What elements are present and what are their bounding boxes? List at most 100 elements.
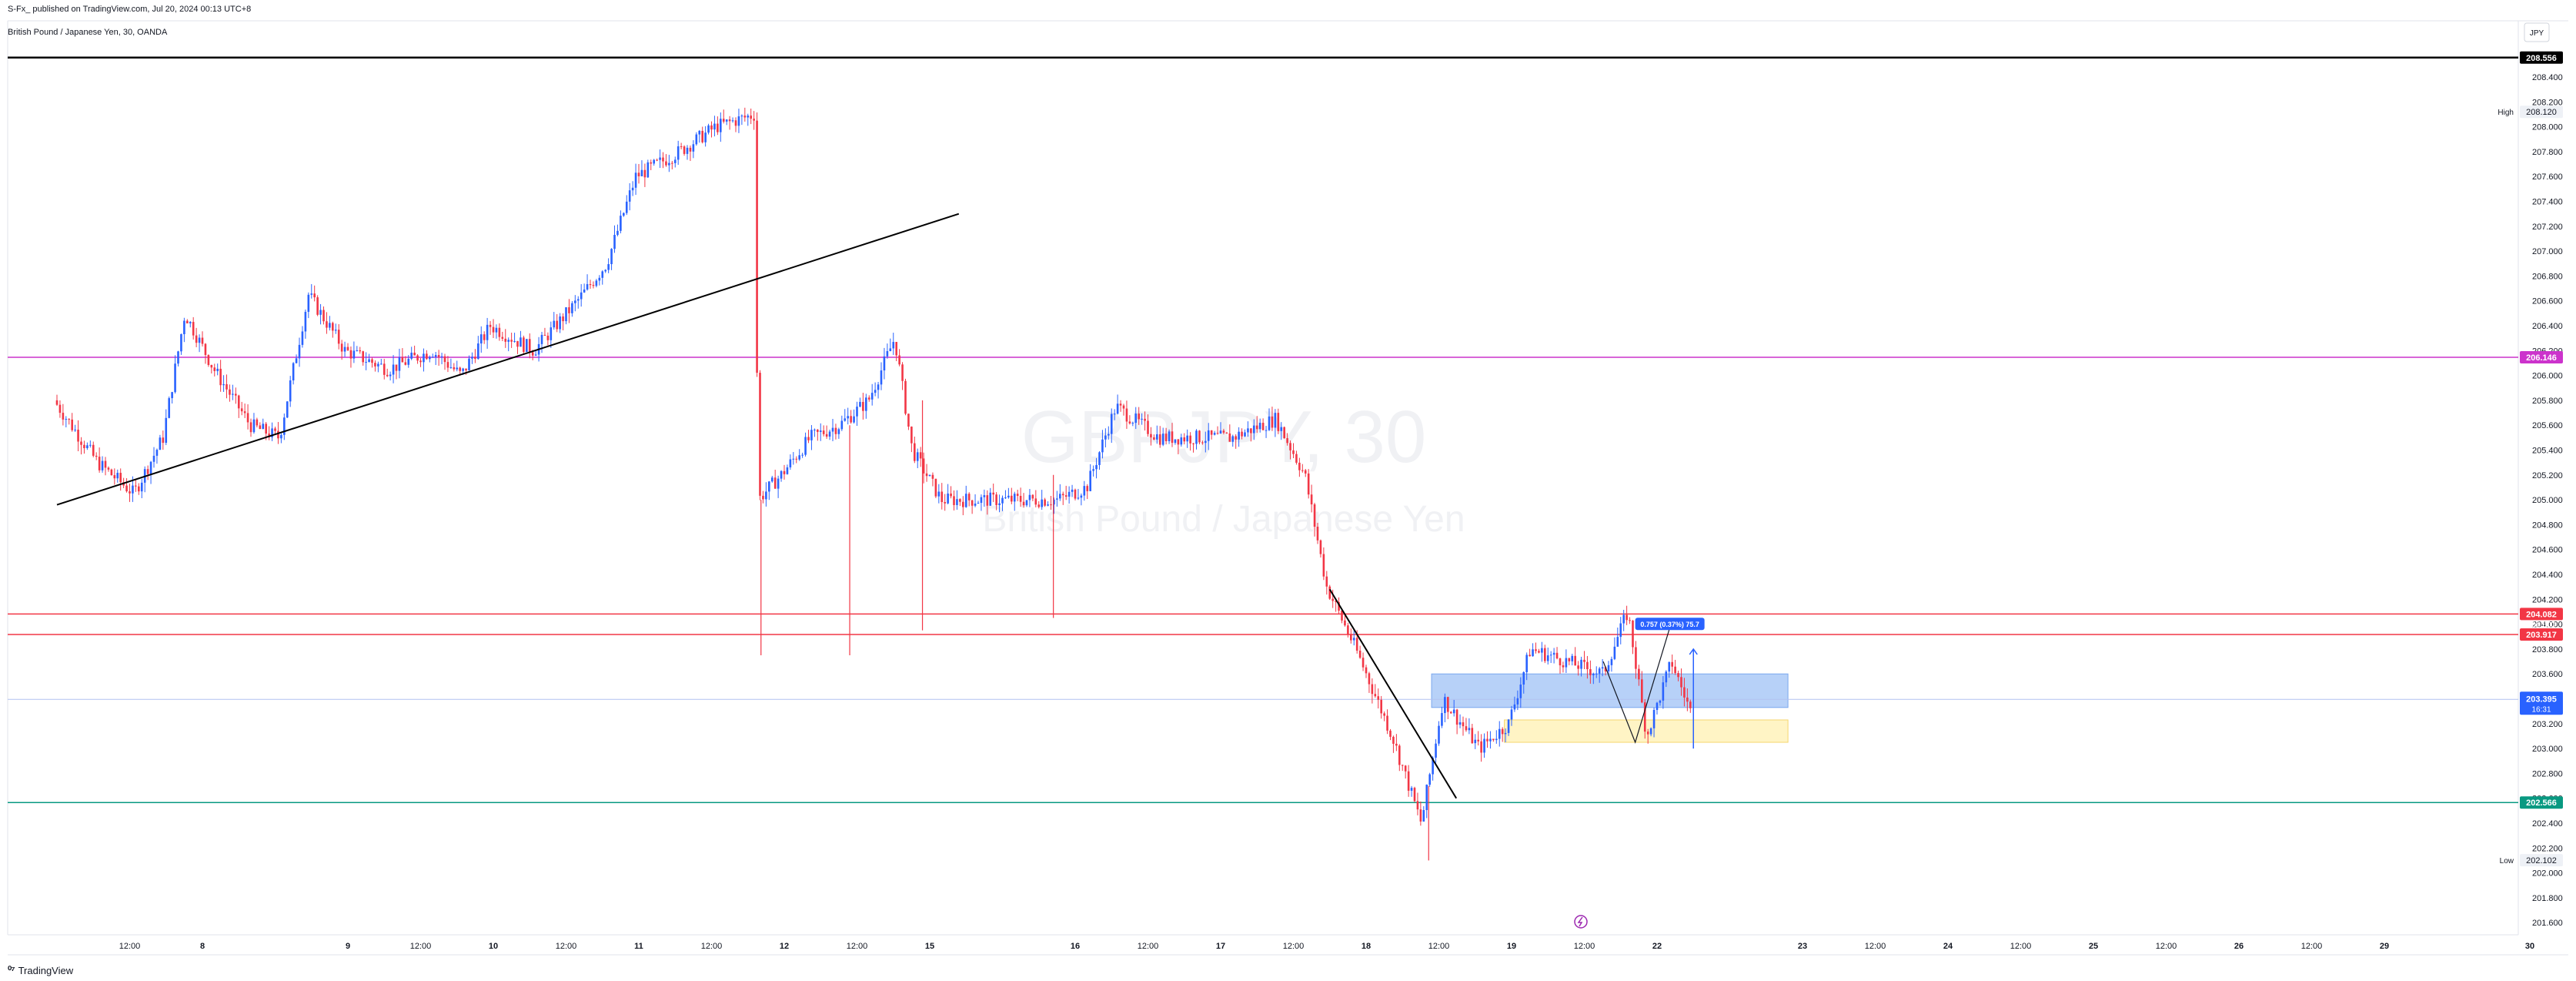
candle-body xyxy=(1328,586,1331,599)
candle xyxy=(1544,645,1546,664)
candle xyxy=(1477,731,1479,746)
candle xyxy=(553,312,556,330)
candle-body xyxy=(337,330,340,344)
candle xyxy=(589,280,592,289)
candle-body xyxy=(249,422,252,433)
candle-body xyxy=(1298,462,1301,470)
candle xyxy=(92,441,95,457)
candle-body xyxy=(329,323,331,328)
candle-body xyxy=(365,362,367,363)
candle-body xyxy=(1104,435,1107,440)
x-tick-label: 18 xyxy=(1362,942,1371,951)
candle xyxy=(1689,699,1692,713)
candle-body xyxy=(786,467,789,474)
candle xyxy=(1686,688,1689,711)
candle-body xyxy=(1028,494,1031,501)
candle-body xyxy=(110,469,113,476)
candle-body xyxy=(867,397,870,400)
candle xyxy=(1244,429,1246,437)
trendline-0[interactable] xyxy=(56,213,960,506)
candle-body xyxy=(237,395,240,409)
candle-body xyxy=(1386,715,1388,731)
candle xyxy=(416,353,419,364)
candle xyxy=(598,275,601,286)
lightning-icon[interactable] xyxy=(1574,915,1588,929)
candle xyxy=(1616,628,1619,647)
candle-body xyxy=(1316,527,1319,541)
candle xyxy=(1092,465,1094,477)
candle xyxy=(1138,407,1140,425)
candle xyxy=(1471,724,1474,745)
candle xyxy=(483,331,486,344)
candle-body xyxy=(1150,434,1152,438)
x-tick-label: 23 xyxy=(1798,942,1807,951)
x-tick-label: 16 xyxy=(1071,942,1080,951)
candle-body xyxy=(492,326,495,333)
candle xyxy=(931,472,934,487)
candle-body xyxy=(1541,648,1543,653)
candle xyxy=(286,400,289,419)
candle xyxy=(1501,727,1504,742)
candle-body xyxy=(798,455,800,460)
candle-body xyxy=(656,159,658,161)
candle xyxy=(586,274,589,291)
y-tick-label: 205.800 xyxy=(2532,397,2563,406)
candle-body xyxy=(1080,495,1083,498)
candle xyxy=(101,456,104,473)
level-tag-0-bg xyxy=(2520,51,2563,64)
candle xyxy=(171,391,173,404)
candle xyxy=(186,319,189,323)
candle xyxy=(135,479,137,492)
candle-body xyxy=(240,408,243,412)
candle-body xyxy=(710,125,713,130)
candle-body xyxy=(446,362,449,368)
candle-body xyxy=(695,134,698,145)
candle-body xyxy=(1580,659,1582,669)
candle-body xyxy=(1319,540,1322,554)
candle xyxy=(1201,440,1204,445)
projection-path[interactable] xyxy=(1602,621,1672,744)
candle-body xyxy=(265,424,267,434)
candle xyxy=(950,486,952,499)
candle-body xyxy=(520,337,522,347)
candle-body xyxy=(580,292,583,300)
candle xyxy=(1056,490,1058,507)
trendline-1[interactable] xyxy=(1328,588,1458,799)
candle xyxy=(1198,430,1201,445)
candle xyxy=(1416,792,1419,815)
candle-body xyxy=(1158,434,1161,445)
candle xyxy=(159,434,162,450)
candle-body xyxy=(1622,614,1625,624)
candle-body xyxy=(459,367,461,371)
candle xyxy=(322,306,325,325)
candle-body xyxy=(1295,454,1298,463)
candle xyxy=(74,424,76,432)
candle-body xyxy=(1344,620,1346,626)
candle-body xyxy=(683,146,686,154)
candle-body xyxy=(834,427,837,434)
currency-button[interactable] xyxy=(2524,22,2550,42)
candle xyxy=(1498,721,1501,747)
measure-label-bg xyxy=(1635,618,1705,631)
candle-body xyxy=(1586,661,1589,670)
candle xyxy=(795,456,798,464)
level-tag-2: 204.082 xyxy=(2526,610,2557,619)
candle-body xyxy=(274,428,276,431)
candle xyxy=(543,327,546,336)
candle xyxy=(756,112,758,377)
candle xyxy=(1171,423,1174,447)
candle-body xyxy=(1034,498,1037,505)
candle xyxy=(1541,641,1543,662)
candle-body xyxy=(326,321,328,328)
candle-body xyxy=(343,347,346,352)
low-marker-label: Low xyxy=(2500,857,2514,865)
candle-body xyxy=(65,419,68,420)
candle-body xyxy=(1662,682,1665,701)
candle xyxy=(665,154,667,167)
y-tick-label: 206.000 xyxy=(2532,372,2563,381)
candle-body xyxy=(1250,428,1252,434)
candle-body xyxy=(931,474,934,479)
candle xyxy=(604,269,606,273)
candle xyxy=(1025,500,1028,507)
